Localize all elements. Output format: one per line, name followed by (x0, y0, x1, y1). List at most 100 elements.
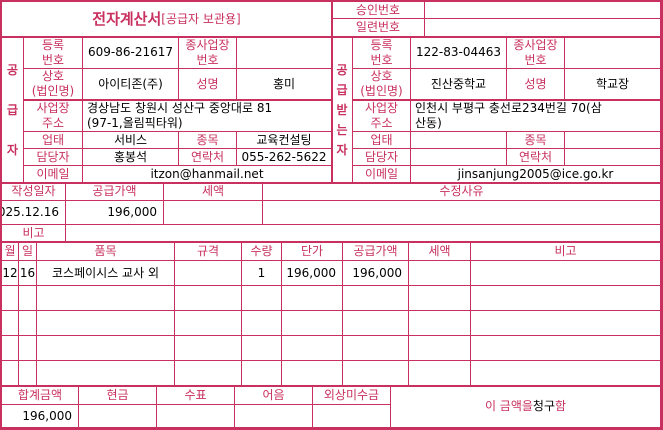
item-cell (281, 360, 343, 386)
item-header: 품목 (36, 241, 175, 261)
receiver-sub_biz_no (564, 36, 661, 69)
claim-pre: 이 금액을 (484, 399, 533, 413)
item-header: 단가 (281, 241, 343, 261)
footer-value (78, 404, 157, 428)
item-cell (241, 310, 282, 336)
manager-label: 담당자 (352, 148, 411, 166)
name-label: 성명 (178, 68, 237, 100)
divider (353, 99, 663, 101)
supplier-side-label: 공 급 자 (1, 36, 24, 183)
footer-header: 어음 (234, 385, 313, 405)
note-value (65, 224, 661, 242)
item-cell: 196,000 (281, 260, 343, 286)
receiver-company: 진산중학교 (410, 68, 507, 100)
address-label: 사업장 주소 (23, 99, 83, 132)
contact-label: 연락처 (506, 148, 565, 166)
divider (0, 182, 663, 184)
date-label: 작성일자 (1, 182, 66, 201)
item-header: 규격 (174, 241, 242, 261)
item-header: 공급가액 (342, 241, 409, 261)
item-cell (408, 285, 471, 311)
item-cell (342, 310, 409, 336)
item-cell (470, 285, 661, 311)
item-header: 수량 (241, 241, 282, 261)
address-label: 사업장 주소 (352, 99, 411, 132)
item-cell (281, 335, 343, 361)
item-cell: 12 (1, 260, 19, 286)
supplier-email: itzon@hanmail.net (82, 165, 332, 183)
item-cell (408, 310, 471, 336)
supplier-company: 아이티존(주) (82, 68, 179, 100)
footer-value (312, 404, 391, 428)
supplier-manager: 홍봉석 (82, 148, 179, 166)
item-cell (1, 335, 19, 361)
item-cell (241, 335, 282, 361)
item-header: 월 (1, 241, 19, 261)
supplier-contact: 055-262-5622 (236, 148, 332, 166)
supplier-reg_no: 609-86-21617 (82, 36, 179, 69)
biz_type-label: 업태 (352, 131, 411, 149)
sub_biz_no-label: 종사업장 번호 (506, 36, 565, 69)
item-cell (18, 360, 37, 386)
item-cell (241, 360, 282, 386)
supply-label: 공급가액 (65, 182, 164, 201)
receiver-address: 인천시 부평구 충선로234번길 70(삼 산동) (410, 99, 661, 132)
supply-value: 196,000 (65, 200, 164, 225)
manager-label: 담당자 (23, 148, 83, 166)
email-label: 이메일 (352, 165, 411, 183)
reg_no-label: 등록 번호 (23, 36, 83, 69)
item-cell: 코스페이시스 교사 외 (36, 260, 175, 286)
tax-label: 세액 (163, 182, 263, 201)
tax-value (163, 200, 263, 225)
claim-text: 이 금액을 청구 함 (390, 385, 661, 428)
footer-header: 수표 (156, 385, 235, 405)
footer-header: 합계금액 (1, 385, 79, 405)
footer-header: 현금 (78, 385, 157, 405)
receiver-biz_item (564, 131, 661, 149)
item-cell (18, 285, 37, 311)
footer-header: 외상미수금 (312, 385, 391, 405)
receiver-side-label: 공 급 받 는 자 (331, 36, 353, 183)
item-cell (174, 360, 242, 386)
reg_no-label: 등록 번호 (352, 36, 411, 69)
divider (331, 0, 333, 183)
item-cell (18, 310, 37, 336)
item-cell (1, 310, 19, 336)
claim-post: 함 (555, 399, 567, 413)
title-sub: [공급자 보관용] (161, 11, 241, 26)
supplier-name: 홍미 (236, 68, 332, 100)
item-cell (470, 310, 661, 336)
claim-mid: 청구 (532, 399, 556, 413)
item-cell (470, 335, 661, 361)
item-cell (174, 310, 242, 336)
name-label: 성명 (506, 68, 565, 100)
item-cell (342, 335, 409, 361)
serial-no-value (424, 18, 661, 37)
item-cell (408, 360, 471, 386)
item-cell (281, 310, 343, 336)
company-label: 상호 (법인명) (23, 68, 83, 100)
supplier-address: 경상남도 창원시 성산구 중앙대로 81 (97-1,올림픽타워) (82, 99, 332, 132)
biz_item-label: 종목 (178, 131, 237, 149)
sub_biz_no-label: 종사업장 번호 (178, 36, 237, 69)
receiver-email: jinsanjung2005@ice.go.kr (410, 165, 661, 183)
approval-no-value (424, 1, 661, 19)
receiver-biz_type (410, 131, 507, 149)
item-cell (241, 285, 282, 311)
item-cell (342, 360, 409, 386)
item-cell (36, 310, 175, 336)
footer-value (234, 404, 313, 428)
item-cell (174, 285, 242, 311)
footer-value (156, 404, 235, 428)
title-main: 전자계산서 (92, 9, 162, 28)
item-cell (1, 360, 19, 386)
item-header: 세액 (408, 241, 471, 261)
item-cell: 196,000 (342, 260, 409, 286)
receiver-manager (410, 148, 507, 166)
email-label: 이메일 (23, 165, 83, 183)
biz_type-label: 업태 (23, 131, 83, 149)
item-header: 비고 (470, 241, 661, 261)
serial-no-label: 일련번호 (331, 18, 425, 37)
item-cell (281, 285, 343, 311)
